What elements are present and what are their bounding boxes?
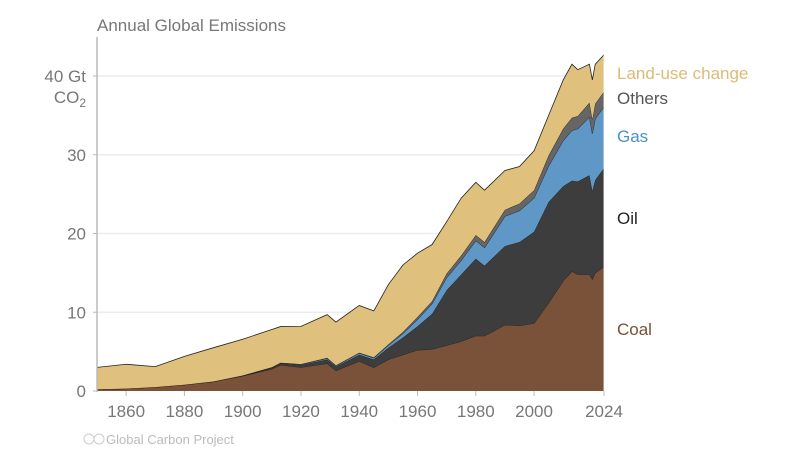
y-label-40: 40 Gt xyxy=(44,67,86,86)
legend-gas: Gas xyxy=(617,127,648,146)
x-tick-label: 1880 xyxy=(165,402,203,421)
footer-credit: Global Carbon Project xyxy=(106,432,234,447)
area-land-use-change xyxy=(97,54,604,390)
x-tick-label: 2024 xyxy=(585,402,623,421)
legend-oil: Oil xyxy=(617,209,638,228)
area-coal xyxy=(97,266,604,391)
y-tick-label: 20 xyxy=(67,225,86,244)
legend-land-use-change: Land-use change xyxy=(617,64,748,83)
cc-license-icon xyxy=(83,433,105,445)
x-tick-label: 2000 xyxy=(515,402,553,421)
y-tick-label: 10 xyxy=(67,303,86,322)
legend-coal: Coal xyxy=(617,320,652,339)
y-ticks: 0 10 20 30 xyxy=(67,75,97,401)
y-tick-label: 30 xyxy=(67,146,86,165)
x-tick-label: 1920 xyxy=(282,402,320,421)
y-unit-text: CO xyxy=(54,88,80,107)
area-gas xyxy=(97,106,604,390)
x-tick-label: 1860 xyxy=(107,402,145,421)
x-tick-label: 1900 xyxy=(224,402,262,421)
area-oil xyxy=(97,168,604,390)
y-unit-subscript: 2 xyxy=(79,96,86,110)
legend: Coal Oil Gas Others Land-use change xyxy=(617,64,748,339)
x-ticks: 1860 1880 1900 1920 1940 1960 1980 2000 2024 xyxy=(107,391,623,421)
stacked-areas xyxy=(96,54,605,391)
legend-others: Others xyxy=(617,89,668,108)
x-tick-label: 1940 xyxy=(340,402,378,421)
y-tick-label: 0 xyxy=(77,382,86,401)
chart-title: Annual Global Emissions xyxy=(97,16,286,35)
x-tick-label: 1960 xyxy=(399,402,437,421)
y-unit-label: CO2 xyxy=(54,88,87,110)
area-edge-land-use-change xyxy=(96,54,605,368)
x-tick-label: 1980 xyxy=(457,402,495,421)
